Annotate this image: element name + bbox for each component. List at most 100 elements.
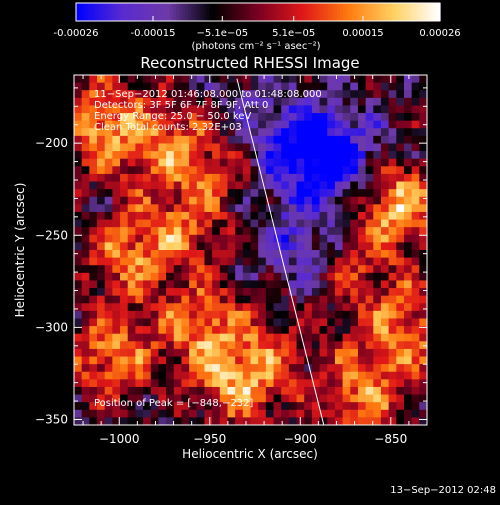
- heatmap-cell: [189, 386, 198, 396]
- heatmap-cell: [265, 295, 275, 304]
- heatmap-cell: [120, 234, 129, 243]
- heatmap-cell: [388, 326, 397, 335]
- heatmap-cell: [242, 341, 251, 350]
- colorbar-segment: [267, 3, 271, 21]
- heatmap-cell: [242, 75, 251, 84]
- heatmap-cell: [143, 272, 152, 281]
- heatmap-cell: [273, 250, 282, 259]
- heatmap-cell: [419, 326, 428, 335]
- heatmap-cell: [396, 272, 405, 281]
- heatmap-cell: [411, 166, 420, 175]
- chart-title: Reconstructed RHESSI Image: [140, 54, 359, 72]
- heatmap-cell: [173, 318, 182, 327]
- heatmap-cell: [196, 82, 205, 91]
- heatmap-cell: [334, 394, 344, 403]
- heatmap-cell: [319, 250, 328, 259]
- heatmap-cell: [204, 257, 213, 266]
- heatmap-cell: [273, 196, 282, 205]
- heatmap-cell: [166, 379, 175, 388]
- heatmap-cell: [281, 303, 290, 312]
- heatmap-cell: [334, 189, 344, 198]
- heatmap-cell: [196, 128, 205, 137]
- heatmap-cell: [281, 189, 290, 198]
- heatmap-cell: [227, 82, 236, 91]
- heatmap-cell: [158, 310, 167, 319]
- heatmap-cell: [265, 356, 275, 365]
- heatmap-cell: [235, 326, 244, 335]
- heatmap-cell: [258, 166, 267, 175]
- heatmap-cell: [319, 280, 328, 289]
- heatmap-cell: [388, 181, 397, 190]
- heatmap-cell: [250, 120, 259, 129]
- heatmap-cell: [120, 303, 129, 312]
- heatmap-cell: [288, 211, 298, 221]
- heatmap-cell: [258, 295, 267, 304]
- heatmap-cell: [219, 348, 228, 358]
- heatmap-cell: [158, 158, 167, 167]
- heatmap-cell: [265, 417, 275, 426]
- colorbar-segment: [424, 3, 429, 21]
- heatmap-cell: [204, 204, 213, 213]
- heatmap-cell: [334, 295, 344, 304]
- heatmap-cell: [311, 90, 321, 99]
- heatmap-cell: [396, 280, 405, 289]
- heatmap-cell: [327, 417, 336, 426]
- heatmap-cell: [112, 105, 121, 114]
- heatmap-cell: [419, 242, 428, 251]
- heatmap-cell: [419, 173, 428, 183]
- heatmap-cell: [411, 211, 420, 221]
- heatmap-cell: [196, 310, 205, 319]
- heatmap-cell: [380, 173, 390, 183]
- colorbar-segment: [85, 3, 89, 21]
- heatmap-cell: [242, 371, 251, 380]
- heatmap-cell: [296, 394, 305, 403]
- heatmap-cell: [365, 204, 374, 213]
- heatmap-cell: [120, 105, 129, 114]
- heatmap-cell: [327, 211, 336, 221]
- heatmap-cell: [327, 409, 336, 418]
- heatmap-cell: [173, 151, 182, 160]
- heatmap-cell: [273, 364, 282, 373]
- heatmap-cell: [135, 417, 144, 426]
- heatmap-cell: [304, 204, 313, 213]
- colorbar-segment: [291, 3, 295, 21]
- heatmap-cell: [227, 394, 236, 403]
- heatmap-cell: [350, 166, 359, 175]
- heatmap-cell: [288, 288, 298, 297]
- heatmap-cell: [74, 189, 83, 198]
- heatmap-cell: [396, 204, 405, 213]
- heatmap-cell: [189, 181, 198, 190]
- heatmap-cell: [74, 417, 83, 426]
- heatmap-cell: [181, 409, 190, 418]
- heatmap-cell: [388, 158, 397, 167]
- heatmap-cell: [81, 173, 90, 183]
- heatmap-cell: [227, 90, 236, 99]
- heatmap-cell: [396, 326, 405, 335]
- heatmap-cell: [265, 113, 275, 122]
- heatmap-cell: [181, 356, 190, 365]
- heatmap-cell: [334, 272, 344, 281]
- heatmap-cell: [396, 128, 405, 137]
- heatmap-cell: [135, 90, 144, 99]
- heatmap-cell: [258, 326, 267, 335]
- heatmap-cell: [388, 143, 397, 152]
- heatmap-cell: [81, 250, 90, 259]
- heatmap-cell: [273, 189, 282, 198]
- heatmap-cell: [419, 211, 428, 221]
- colorbar-segment: [151, 3, 156, 21]
- heatmap-cell: [403, 97, 413, 106]
- heatmap-cell: [250, 151, 259, 160]
- heatmap-cell: [158, 303, 167, 312]
- heatmap-cell: [411, 348, 420, 358]
- heatmap-cell: [235, 379, 244, 388]
- heatmap-cell: [281, 371, 290, 380]
- heatmap-cell: [104, 326, 113, 335]
- heatmap-cell: [150, 113, 159, 122]
- heatmap-cell: [74, 219, 83, 228]
- heatmap-cell: [258, 97, 267, 106]
- heatmap-cell: [97, 303, 106, 312]
- heatmap-cell: [89, 295, 98, 304]
- heatmap-cell: [196, 265, 205, 274]
- heatmap-cell: [250, 82, 259, 91]
- heatmap-cell: [196, 364, 205, 373]
